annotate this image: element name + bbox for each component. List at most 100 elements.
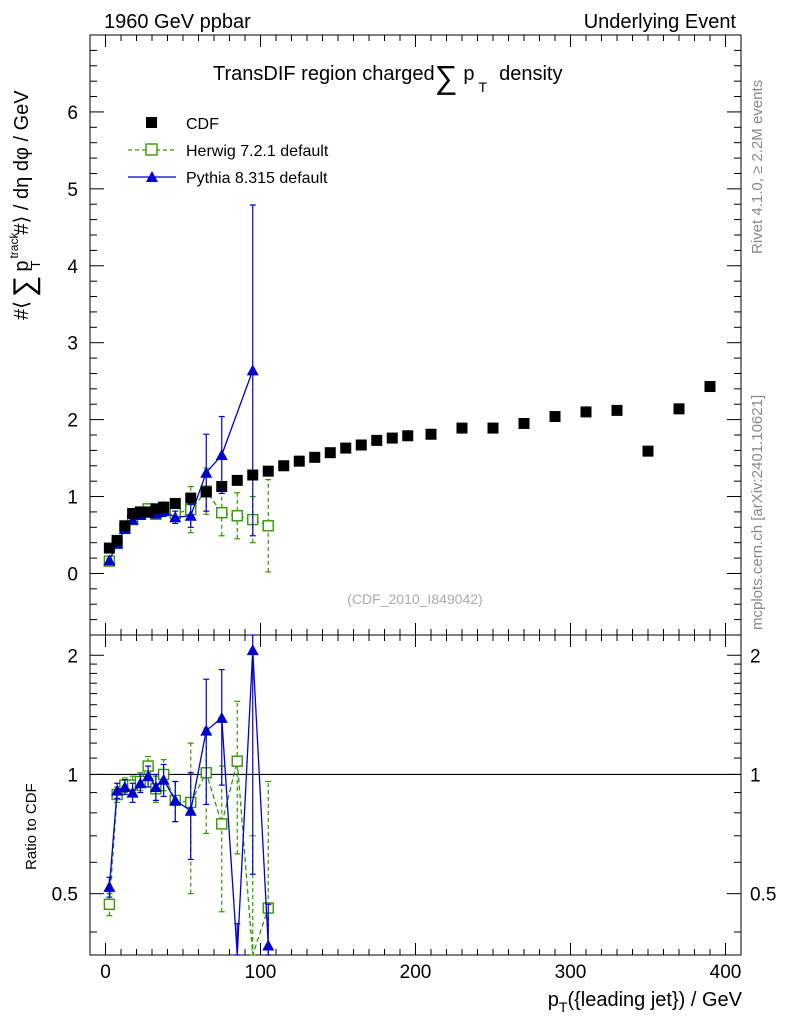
legend-herwig-label: Herwig 7.2.1 default [186,143,329,160]
legend-pythia-marker [146,171,158,182]
cdf-point [247,469,259,481]
title-tail: density [499,63,562,85]
ylabel-sub: T [28,261,43,269]
title-p: p [463,63,474,85]
pythia-ratio-point [262,939,275,951]
legend-cdf-marker [146,117,157,128]
cdf-point [456,422,468,434]
ylabel-sigma: ∑ [8,276,41,297]
cdf-point [111,534,123,546]
herwig-point [262,520,274,532]
x-tick-label: 400 [710,962,742,983]
xlabel-rest: ({leading jet}) / GeV [567,989,742,1011]
cdf-point [293,455,305,467]
ylabel-post: #⟩ / dη dφ / GeV [11,90,33,235]
pythia-ratio-point [118,780,131,792]
xlabel-p: p [548,989,559,1011]
xlabel-sub: T [559,999,568,1015]
title-sigma: ∑ [435,59,458,95]
cdf-point [324,447,336,459]
y-tick-label: 0 [67,564,78,585]
cdf-point [518,417,530,429]
cdf-point [386,432,398,444]
y-tick-label: 3 [67,334,78,355]
pythia-ratio-point [134,777,147,789]
chart-title: TransDIF region charged∑ pTdensity [213,59,562,95]
cdf-point [142,506,154,518]
herwig-point [231,510,243,522]
pythia-point [184,509,197,521]
cdf-point [216,481,228,493]
herwig-point [216,506,228,519]
pythia-line [108,370,254,561]
pythia-ratio-point [184,804,197,816]
ylabel-sup: track [7,232,21,259]
cdf-point [340,442,352,454]
cdf-point [704,381,716,393]
ratio-y-tick-label-right: 1 [750,765,761,786]
cdf-point [549,411,561,423]
cdf-point [278,460,290,472]
ratio-y-tick-label-right: 2 [750,646,761,667]
cdf-point [231,474,243,486]
cdf-point [673,403,685,415]
pythia-ratio-point [169,794,182,806]
cdf-point [134,506,146,518]
legend-herwig-marker [145,143,158,156]
pythia-point [103,554,116,566]
ratio-plot-frame [89,634,742,956]
cdf-point [119,520,131,532]
cdf-point [402,430,414,442]
ratio-y-tick-label-right: 0.5 [750,885,776,906]
title-sub: T [479,79,488,95]
y-tick-label: 2 [67,411,78,432]
herwig-ratio-point [216,818,228,830]
ratio-y-tick-label: 0.5 [52,885,78,906]
cdf-point [185,492,197,504]
data-series [90,204,741,956]
pythia-ratio-point [246,644,259,656]
legend-pythia-label: Pythia 8.315 default [186,170,328,187]
pythia-ratio-point [111,784,124,796]
x-axis-label: pT({leading jet}) / GeV [548,989,743,1015]
cdf-point [103,542,115,554]
pythia-ratio-point [215,711,228,723]
cdf-point [580,406,592,418]
cdf-point [262,465,274,477]
pythia-ratio-point [103,880,116,892]
pythia-ratio-point [142,770,155,782]
herwig-ratio-point [103,898,116,911]
x-tick-label: 0 [100,962,111,983]
pythia-ratio-point [157,773,170,785]
pythia-ratio-point [149,780,162,792]
cdf-point [611,404,623,416]
ratio-y-tick-label: 2 [67,646,78,667]
y-tick-label: 6 [67,103,78,124]
mcplots-label: mcplots.cern.ch [arXiv:2401.10621] [749,395,766,630]
cdf-point [309,451,321,463]
legend-cdf-label: CDF [186,116,219,133]
y-tick-label: 1 [67,488,78,509]
pythia-point [246,364,259,376]
cdf-point [200,486,212,498]
pythia-point [200,466,213,478]
y-tick-label: 5 [67,180,78,201]
title-main: TransDIF region charged [213,63,435,85]
header-right: Underlying Event [584,11,737,33]
x-tick-label: 300 [555,962,587,983]
y-tick-label: 4 [67,257,78,278]
legend: CDF Herwig 7.2.1 default Pythia 8.315 de… [128,116,329,187]
cdf-point [127,507,139,519]
cdf-point [158,501,170,513]
header-left: 1960 GeV ppbar [104,11,251,33]
analysis-tag: (CDF_2010_I849042) [347,591,482,607]
rivet-label: Rivet 4.1.0, ≥ 2.2M events [749,80,766,254]
cdf-point [425,428,437,440]
cdf-point [487,422,499,434]
cdf-point [150,503,162,515]
ylabel-p: p [11,261,33,272]
ratio-y-label: Ratio to CDF [23,783,40,870]
y-axis-label: #⟨ ∑ p track T #⟩ / dη dφ / GeV [7,90,43,320]
pythia-ratio-point [200,724,213,736]
